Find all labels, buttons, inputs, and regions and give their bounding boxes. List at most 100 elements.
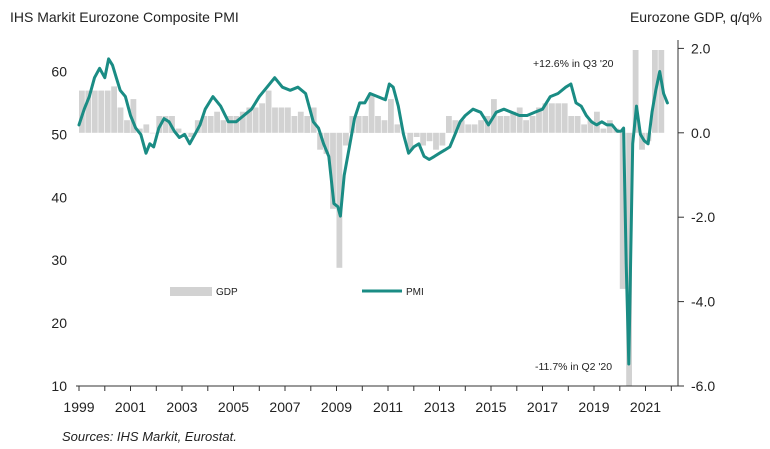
gdp-bar (259, 103, 266, 133)
gdp-bar (394, 124, 401, 133)
left-axis: 10 20 30 40 50 60 (51, 64, 67, 395)
gdp-bar (278, 107, 285, 133)
x-tick-label: 1999 (63, 399, 94, 415)
left-tick-label: 30 (51, 252, 67, 268)
gdp-bar (568, 116, 575, 133)
gdp-bar (291, 116, 298, 133)
gdp-bar (446, 116, 452, 133)
legend-gdp-label: GDP (216, 287, 238, 298)
gdp-bar (561, 103, 568, 133)
x-tick-label: 2005 (218, 399, 249, 415)
left-tick-label: 50 (51, 126, 67, 142)
gdp-bar (555, 103, 562, 133)
gdp-bar (336, 132, 343, 268)
right-tick-label: 2.0 (691, 40, 711, 56)
gdp-bar (542, 103, 549, 133)
gdp-bar (201, 116, 208, 133)
gdp-bar (111, 86, 117, 133)
gdp-bar (497, 116, 504, 133)
gdp-bar (632, 50, 639, 133)
gdp-bar (362, 116, 369, 133)
gdp-bar (413, 132, 420, 137)
x-tick-label: 2003 (166, 399, 197, 415)
chart-title-right: Eurozone GDP, q/q% (630, 9, 762, 25)
x-tick-label: 2009 (321, 399, 352, 415)
gdp-bar (523, 120, 529, 133)
gdp-bar (317, 132, 323, 150)
legend-gdp-swatch (170, 287, 212, 296)
gdp-bar (330, 132, 336, 209)
gdp-bar (516, 107, 523, 133)
gdp-bar (323, 132, 330, 154)
pmi-line (77, 57, 669, 366)
gdp-bar (104, 90, 111, 133)
left-tick-label: 20 (51, 315, 67, 331)
gdp-bar (355, 116, 362, 133)
gdp-bar (458, 120, 465, 133)
gdp-bar (207, 116, 214, 133)
gdp-bar (549, 103, 555, 133)
right-tick-label: -2.0 (691, 209, 715, 225)
left-tick-label: 40 (51, 189, 67, 205)
gdp-bar (265, 90, 272, 133)
gdp-bar (143, 124, 150, 133)
gdp-bar (619, 132, 626, 289)
x-tick-label: 2017 (527, 399, 558, 415)
gdp-bar (471, 124, 478, 133)
gdp-bar (452, 120, 459, 133)
gdp-bar (246, 107, 253, 133)
gdp-bar (529, 116, 536, 133)
gdp-bar (426, 132, 433, 142)
gdp-bar (285, 107, 291, 133)
x-tick-label: 2015 (475, 399, 506, 415)
gdp-bar (304, 116, 311, 133)
gdp-bar (162, 116, 169, 133)
gdp-bar (478, 120, 484, 133)
left-tick-label: 10 (51, 378, 67, 394)
x-tick-label: 2011 (373, 399, 403, 415)
gdp-bar (214, 111, 220, 133)
left-tick-label: 60 (51, 64, 67, 80)
gdp-bar (407, 132, 414, 150)
gdp-bar (343, 132, 349, 146)
gdp-bar (220, 120, 227, 133)
gdp-bar (233, 116, 240, 133)
right-axis: 2.0 0.0 -2.0 -4.0 -6.0 (678, 40, 715, 394)
gdp-bar-group (79, 50, 665, 386)
x-tick-label: 2007 (269, 399, 300, 415)
gdp-bar (536, 107, 542, 133)
gdp-bar (639, 132, 645, 150)
right-tick-label: -4.0 (691, 294, 715, 310)
sources-note: Sources: IHS Markit, Eurostat. (62, 429, 237, 444)
gdp-bar (239, 111, 246, 133)
chart-title-left: IHS Markit Eurozone Composite PMI (10, 9, 239, 25)
gdp-bar (388, 99, 394, 133)
x-tick-label: 2019 (578, 399, 609, 415)
gdp-bar (272, 107, 278, 133)
right-tick-label: -6.0 (691, 378, 715, 394)
legend-pmi-label: PMI (406, 287, 424, 298)
gdp-bar (98, 90, 105, 133)
gdp-bar (368, 94, 375, 133)
gdp-bar (510, 111, 517, 133)
gdp-bar (124, 120, 130, 133)
x-axis: 1999 2001 2003 2005 2007 2009 2011 2013 2015 2017… (63, 386, 672, 415)
gdp-bar (606, 120, 613, 133)
gdp-bar (175, 128, 182, 133)
gdp-bar (587, 120, 594, 133)
gdp-bar (85, 90, 92, 133)
right-tick-label: 0.0 (691, 125, 711, 141)
gdp-bar (420, 132, 426, 146)
gdp-bar (375, 116, 381, 133)
gdp-bar (439, 132, 446, 146)
gdp-bar (594, 111, 600, 133)
gdp-bar (297, 111, 304, 133)
gdp-bar (600, 128, 607, 133)
gdp-bar (252, 107, 259, 133)
gdp-bar (117, 107, 124, 133)
gdp-bar (149, 132, 156, 134)
gdp-bar (658, 50, 665, 133)
gdp-bar (433, 132, 439, 150)
gdp-bar (188, 132, 195, 137)
gdp-bar (574, 116, 581, 133)
